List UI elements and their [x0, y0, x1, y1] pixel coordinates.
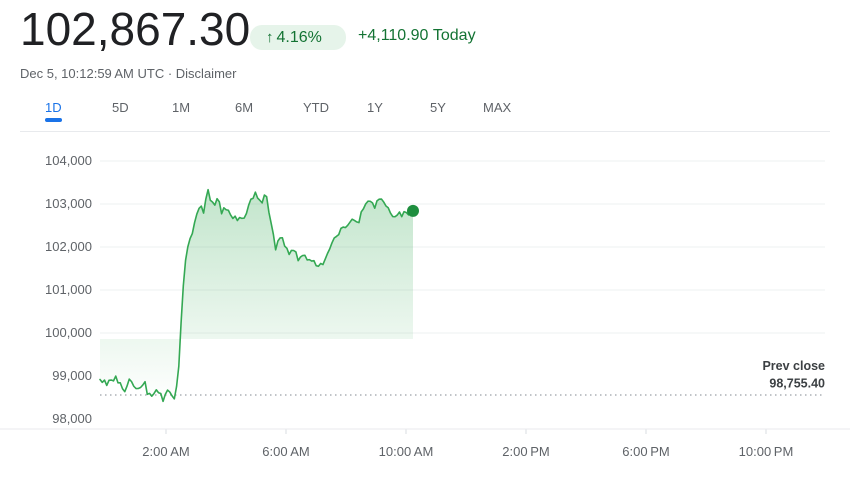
svg-text:2:00 PM: 2:00 PM [502, 444, 549, 459]
svg-text:98,755.40: 98,755.40 [769, 377, 825, 391]
svg-text:10:00 PM: 10:00 PM [739, 444, 794, 459]
svg-text:6:00 AM: 6:00 AM [262, 444, 309, 459]
svg-text:102,000: 102,000 [45, 239, 92, 254]
svg-text:101,000: 101,000 [45, 282, 92, 297]
svg-text:103,000: 103,000 [45, 196, 92, 211]
svg-text:Prev close: Prev close [762, 359, 825, 373]
svg-text:100,000: 100,000 [45, 325, 92, 340]
svg-text:10:00 AM: 10:00 AM [379, 444, 434, 459]
svg-text:98,000: 98,000 [52, 411, 92, 426]
svg-text:6:00 PM: 6:00 PM [622, 444, 669, 459]
svg-text:99,000: 99,000 [52, 368, 92, 383]
svg-text:2:00 AM: 2:00 AM [142, 444, 189, 459]
svg-text:104,000: 104,000 [45, 153, 92, 168]
